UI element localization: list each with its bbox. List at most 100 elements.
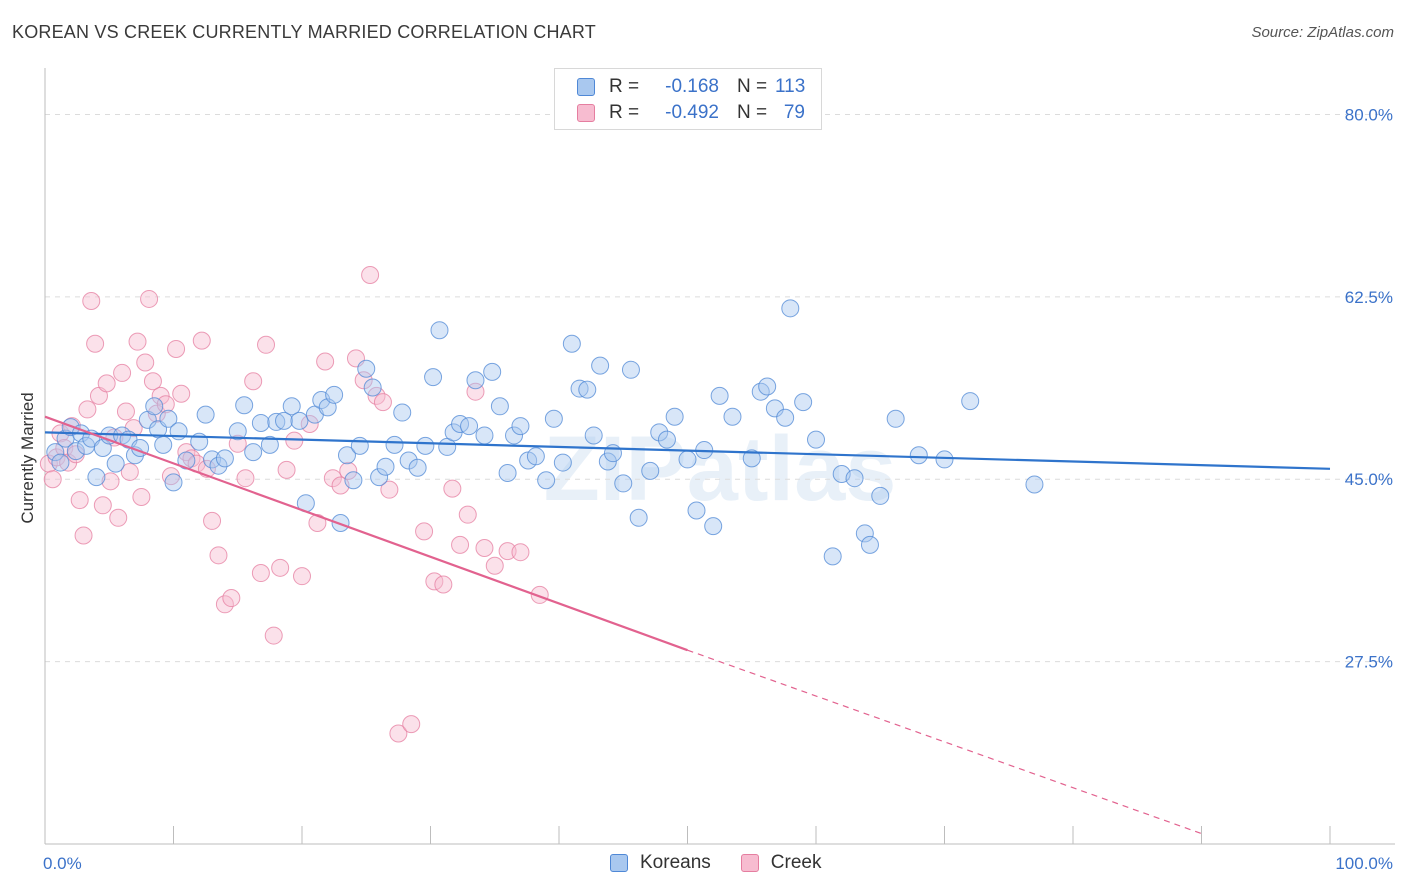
korean-point — [526, 447, 545, 466]
creek-point — [86, 334, 105, 353]
creek-point — [109, 508, 128, 527]
korean-point — [275, 411, 294, 430]
creek-point — [116, 402, 135, 421]
y-tick-label: 80.0% — [1345, 105, 1393, 124]
korean-point — [376, 457, 395, 476]
korean-point — [614, 474, 633, 493]
creek-point — [70, 491, 89, 510]
korean-point — [290, 411, 309, 430]
creek-point — [244, 372, 263, 391]
korean-point — [650, 423, 669, 442]
y-tick-label: 45.0% — [1345, 470, 1393, 489]
creek-point — [156, 395, 175, 414]
creek-point — [43, 470, 62, 489]
creek-point — [475, 539, 494, 558]
korean-point — [244, 443, 263, 462]
creek-point — [257, 335, 276, 354]
legend-item-creek[interactable]: Creek — [740, 852, 821, 874]
korean-point — [807, 430, 825, 449]
korean-point — [758, 377, 777, 396]
creek-point — [251, 564, 270, 583]
creek-point — [323, 469, 342, 488]
korean-point — [723, 407, 742, 426]
creek-point — [203, 511, 222, 530]
creek-point — [209, 546, 228, 565]
korean-point — [855, 524, 874, 543]
creek-point — [316, 352, 335, 371]
x-tick-label: 0.0% — [43, 854, 82, 873]
korean-point — [742, 449, 761, 468]
stats-row-creek: R = -0.492 N = 79 — [577, 100, 805, 126]
chart-title: KOREAN VS CREEK CURRENTLY MARRIED CORREL… — [12, 22, 596, 42]
korean-point — [106, 454, 125, 473]
korean-point — [344, 471, 363, 490]
y-axis-label: Currently Married — [18, 392, 37, 523]
korean-point — [765, 399, 784, 418]
stats-legend: R = -0.168 N = 113 R = -0.492 N = 79 — [554, 68, 822, 130]
creek-point — [498, 542, 517, 561]
y-tick-label: 62.5% — [1345, 288, 1393, 307]
korean-point — [584, 426, 603, 445]
creek-point — [55, 438, 74, 457]
creek-point — [361, 265, 380, 284]
korean-point — [665, 407, 684, 426]
r-value: -0.168 — [665, 76, 719, 97]
creek-point — [458, 505, 477, 524]
korean-point — [704, 517, 723, 536]
creek-point — [277, 460, 296, 479]
n-label: N = — [737, 102, 768, 123]
r-value: -0.492 — [665, 102, 719, 123]
korean-point — [235, 396, 254, 415]
korean-point — [537, 471, 556, 490]
korean-point — [393, 403, 412, 422]
creek-point — [147, 404, 166, 423]
korean-point — [357, 359, 376, 378]
korean-point — [215, 449, 234, 468]
creek-point — [434, 575, 453, 594]
korean-point — [505, 426, 524, 445]
creek-points — [39, 265, 549, 743]
creek-point — [124, 419, 143, 438]
creek-point — [264, 626, 283, 645]
legend-item-koreans[interactable]: Koreans — [610, 852, 711, 874]
korean-trend-line — [44, 431, 1331, 470]
korean-point — [159, 409, 178, 428]
korean-point — [424, 368, 443, 387]
creek-point — [511, 543, 530, 562]
korean-point — [385, 435, 404, 454]
korean-point — [935, 450, 954, 469]
korean-point — [209, 456, 228, 475]
korean-point — [511, 417, 530, 436]
korean-point — [337, 446, 356, 465]
korean-point — [267, 412, 286, 431]
trend-lines — [44, 415, 1331, 835]
creek-point — [222, 589, 241, 608]
creek-swatch — [577, 104, 595, 122]
creek-point — [485, 556, 504, 575]
y-tick-labels: 27.5% 45.0% 62.5% 80.0% — [1345, 105, 1393, 671]
creek-point — [74, 526, 93, 545]
korean-point — [621, 360, 640, 379]
creek-point — [300, 415, 319, 434]
korean-point — [350, 436, 369, 455]
korean-point — [591, 356, 610, 375]
creek-point — [354, 371, 373, 390]
creek-point — [192, 331, 211, 350]
creek-point — [136, 353, 155, 372]
n-label: N = — [737, 76, 768, 97]
korean-point — [570, 379, 589, 398]
korean-point — [145, 397, 164, 416]
creek-trend-extension — [687, 649, 1202, 835]
korean-point — [498, 463, 517, 482]
korean-point — [416, 436, 435, 455]
creek-point — [236, 469, 255, 488]
creek-point — [228, 434, 247, 453]
korean-point — [490, 397, 509, 416]
creek-point — [101, 472, 120, 491]
korean-point — [196, 405, 215, 424]
creek-point — [172, 384, 191, 403]
creek-point — [339, 461, 358, 480]
korean-point — [860, 535, 879, 554]
r-label: R = — [609, 102, 640, 123]
koreans-legend-swatch — [610, 854, 628, 872]
